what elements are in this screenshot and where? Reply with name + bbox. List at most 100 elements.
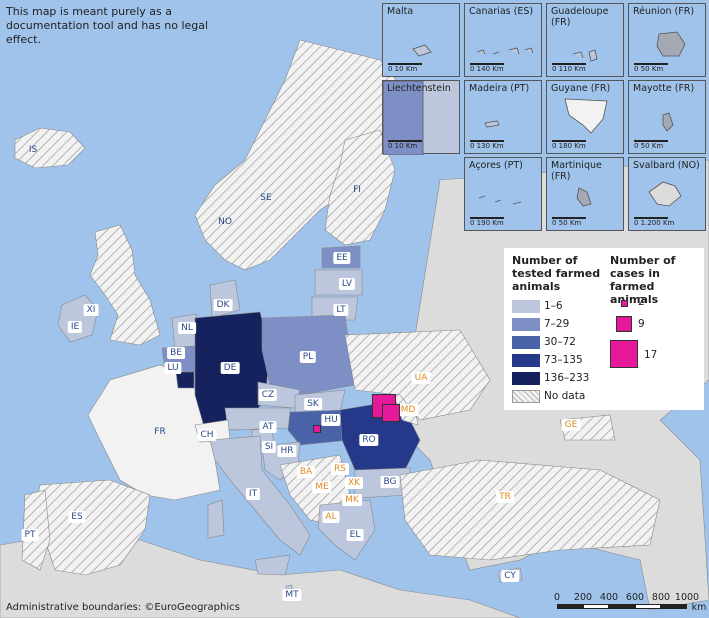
country-label-is: IS xyxy=(28,145,38,155)
inset-r-union-fr: Réunion (FR) 0 50 Km xyxy=(628,3,706,77)
inset-title: Canarias (ES) xyxy=(469,6,534,17)
inset-scale-bar xyxy=(552,217,586,219)
inset-svalbard-no: Svalbard (NO) 0 1.200 Km xyxy=(628,157,706,231)
scale-segment xyxy=(557,604,583,609)
land-italy xyxy=(209,435,311,556)
country-label-el: EL xyxy=(346,529,364,541)
inset-scale-bar xyxy=(634,217,668,219)
country-label-ua: UA xyxy=(411,372,431,384)
legend-class-swatch xyxy=(512,390,540,403)
legend-tested-title-line2: tested farmed xyxy=(512,267,601,280)
inset-scale-bar xyxy=(552,63,586,65)
country-label-nl: NL xyxy=(178,322,196,334)
inset-scale-bar xyxy=(388,63,422,65)
legend-tested-title-line1: Number of xyxy=(512,254,578,267)
country-label-ge: GE xyxy=(561,419,581,431)
country-label-ba: BA xyxy=(296,466,316,478)
inset-scale-text: 0 50 Km xyxy=(634,142,664,150)
legend-case-label-9: 9 xyxy=(638,318,645,330)
inset-scale-bar xyxy=(552,140,586,142)
country-label-xi: XI xyxy=(83,304,99,316)
inset-shape xyxy=(572,49,598,62)
inset-shape xyxy=(576,187,592,207)
inset-scale-text: 0 130 Km xyxy=(470,142,504,150)
inset-shape xyxy=(662,112,674,132)
legend-cases-title-line1: Number of xyxy=(610,254,676,267)
legend-case-label-17: 17 xyxy=(644,349,658,361)
legend-case-square-9 xyxy=(616,316,632,332)
inset-scale-bar xyxy=(470,140,504,142)
legend-class-swatch xyxy=(512,372,540,385)
inset-scale-text: 0 180 Km xyxy=(552,142,586,150)
country-label-ro: RO xyxy=(359,434,379,446)
inset-scale-text: 0 140 Km xyxy=(470,65,504,73)
scale-segment xyxy=(583,604,609,609)
legend-class-label: No data xyxy=(544,390,586,402)
legend-case-square-17 xyxy=(610,340,638,368)
country-label-fi: FI xyxy=(353,185,361,195)
country-label-ee: EE xyxy=(333,252,351,264)
inset-canarias-es: Canarias (ES) 0 140 Km xyxy=(464,3,542,77)
land-lux xyxy=(175,371,195,389)
inset-scale-text: 0 10 Km xyxy=(388,65,418,73)
inset-guadeloupe-fr: Guadeloupe (FR) 0 110 Km xyxy=(546,3,624,77)
inset-mayotte-fr: Mayotte (FR) 0 50 Km xyxy=(628,80,706,154)
scale-segment xyxy=(609,604,635,609)
inset-malta: Malta 0 10 Km xyxy=(382,3,460,77)
legend-cases-title-line2: cases in xyxy=(610,267,660,280)
legend-class-label: 30–72 xyxy=(544,336,576,348)
country-label-ie: IE xyxy=(67,321,83,333)
case-marker-hu xyxy=(313,425,321,433)
inset-scale-text: 0 190 Km xyxy=(470,219,504,227)
land-turkey xyxy=(399,459,661,561)
land-uk xyxy=(89,224,161,346)
inset-scale-text: 0 50 Km xyxy=(634,65,664,73)
inset-scale-bar xyxy=(388,140,422,142)
inset-shape xyxy=(412,44,432,57)
country-label-bg: BG xyxy=(380,476,400,488)
country-label-md: MD xyxy=(397,404,419,416)
inset-scale-bar xyxy=(470,217,504,219)
country-label-rs: RS xyxy=(331,463,349,475)
country-label-lv: LV xyxy=(338,278,356,290)
country-label-al: AL xyxy=(322,511,340,523)
inset-shape xyxy=(476,47,534,55)
country-label-hr: HR xyxy=(277,445,297,457)
country-label-se: SE xyxy=(260,193,272,203)
country-label-it: IT xyxy=(245,488,261,500)
country-label-si: SI xyxy=(261,441,277,453)
country-label-hu: HU xyxy=(321,414,341,426)
legend-class-label: 7–29 xyxy=(544,318,570,330)
scale-tick-label: 400 xyxy=(599,592,619,603)
inset-scale-bar xyxy=(470,63,504,65)
legend-class-swatch xyxy=(512,318,540,331)
legend-class-swatch xyxy=(512,336,540,349)
inset-title: Réunion (FR) xyxy=(633,6,695,17)
case-marker-ro-medium xyxy=(382,404,400,422)
scale-bar: 0 200 400 600 800 1000 km xyxy=(553,592,706,613)
inset-title: Martinique (FR) xyxy=(551,160,602,182)
country-label-es: ES xyxy=(68,511,86,523)
inset-title: Guyane (FR) xyxy=(551,83,611,94)
land-ireland xyxy=(57,294,99,343)
scale-tick-label: 200 xyxy=(573,592,593,603)
inset-title: Madeira (PT) xyxy=(469,83,530,94)
country-label-no: NO xyxy=(218,217,232,227)
country-label-cz: CZ xyxy=(258,389,278,401)
scale-tick-label: 0 xyxy=(553,592,561,603)
inset-shape xyxy=(383,81,424,155)
country-label-dk: DK xyxy=(213,299,233,311)
inset-scale-text: 0 10 Km xyxy=(388,142,418,150)
land-sicily xyxy=(254,554,291,576)
country-label-tr: TR xyxy=(496,491,514,503)
inset-madeira-pt: Madeira (PT) 0 130 Km xyxy=(464,80,542,154)
country-label-pl: PL xyxy=(299,351,317,363)
country-label-me: ME xyxy=(312,481,332,493)
inset-shape xyxy=(478,195,522,205)
legend-case-square-2 xyxy=(621,300,628,307)
country-label-at: AT xyxy=(259,421,277,433)
legend-class-label: 73–135 xyxy=(544,354,583,366)
legend-class-swatch xyxy=(512,300,540,313)
country-label-de: DE xyxy=(220,362,240,374)
